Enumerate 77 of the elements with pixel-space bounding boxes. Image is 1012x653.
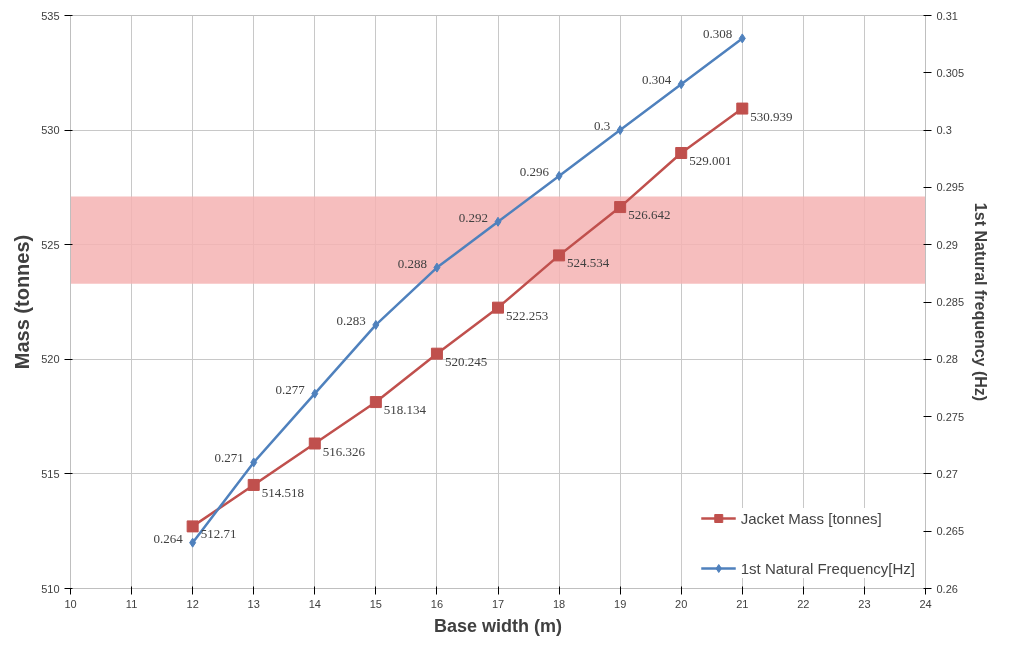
x-tick-label: 22	[797, 597, 810, 610]
x-tick-label: 14	[308, 597, 321, 610]
data-label: 0.283	[336, 312, 366, 328]
data-label: 524.534	[567, 255, 610, 271]
point	[433, 262, 441, 273]
data-label: 530.939	[750, 108, 793, 124]
legend-label: Jacket Mass [tonnes]	[740, 509, 882, 527]
y2-tick-label: 0.27	[936, 467, 958, 480]
data-label: 0.288	[397, 255, 427, 271]
x-tick-label: 19	[614, 597, 627, 610]
point	[677, 79, 685, 90]
y2-tick-label: 0.28	[936, 353, 958, 366]
data-label: 0.296	[519, 163, 550, 179]
x-tick-label: 20	[675, 597, 688, 610]
data-label: 518.134	[383, 402, 427, 418]
y-tick-label: 530	[41, 124, 60, 137]
data-label: 529.001	[689, 153, 732, 168]
y-tick-label: 525	[41, 238, 60, 251]
data-label: 526.642	[628, 207, 671, 223]
x-tick-label: 13	[247, 597, 260, 610]
data-label: 514.518	[261, 484, 304, 500]
point	[675, 147, 688, 159]
point	[616, 125, 624, 136]
data-label: 0.308	[703, 26, 733, 42]
data-label: 522.253	[506, 307, 549, 323]
y-axis-title: Mass (tonnes)	[11, 234, 34, 370]
point	[308, 437, 321, 450]
y2-tick-label: 0.3	[936, 124, 952, 137]
x-tick-label: 15	[369, 597, 382, 610]
data-label: 516.326	[322, 443, 366, 459]
y2-tick-label: 0.29	[936, 238, 958, 251]
y-tick-label: 535	[41, 9, 60, 22]
x-tick-label: 24	[919, 597, 932, 610]
y2-axis-title: 1st Natural frequency (Hz)	[972, 202, 990, 402]
x-tick-label: 10	[64, 597, 77, 610]
y2-tick-label: 0.275	[936, 410, 965, 423]
y2-tick-label: 0.285	[936, 296, 965, 308]
point	[372, 319, 380, 330]
point	[614, 201, 627, 214]
point	[247, 478, 260, 491]
x-tick-label: 11	[125, 597, 138, 610]
point	[553, 249, 566, 262]
y-tick-label: 515	[41, 467, 60, 480]
y-tick-label: 510	[41, 582, 60, 595]
data-label: 520.245	[444, 353, 488, 369]
point	[250, 457, 258, 468]
x-tick-label: 16	[430, 597, 444, 610]
point	[369, 396, 382, 409]
point	[494, 216, 502, 227]
data-label: 512.71	[200, 526, 237, 542]
y2-tick-label: 0.305	[936, 66, 965, 79]
point	[189, 537, 197, 548]
data-label: 0.271	[214, 450, 244, 466]
x-tick-label: 21	[736, 597, 749, 610]
data-label: 0.264	[153, 530, 184, 546]
y2-tick-label: 0.265	[936, 525, 965, 538]
point	[186, 520, 199, 533]
point	[492, 301, 504, 314]
y2-tick-label: 0.26	[936, 582, 958, 595]
y2-tick-label: 0.31	[936, 9, 958, 22]
legend-label: 1st Natural Frequency[Hz]	[740, 559, 915, 577]
x-tick-label: 12	[186, 597, 199, 610]
data-label: 0.292	[458, 209, 488, 225]
point	[430, 347, 443, 360]
data-label: 0.304	[641, 72, 672, 88]
point	[736, 102, 749, 115]
y2-tick-label: 0.295	[936, 181, 965, 194]
point	[738, 33, 746, 44]
data-label: 0.3	[593, 118, 611, 134]
point	[555, 170, 563, 181]
y-tick-label: 520	[41, 353, 60, 366]
x-tick-label: 23	[858, 597, 871, 610]
data-label: 0.277	[275, 381, 306, 397]
x-tick-label: 17	[491, 597, 505, 610]
x-tick-label: 18	[552, 597, 566, 610]
point	[311, 388, 319, 399]
x-axis-title: Base width (m)	[433, 615, 563, 636]
